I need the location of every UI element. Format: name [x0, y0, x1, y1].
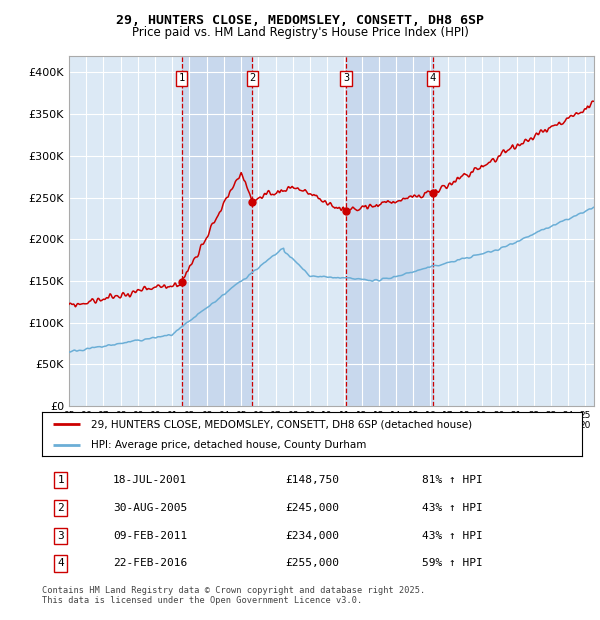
Text: 3: 3 — [343, 73, 349, 83]
Text: 1: 1 — [178, 73, 185, 83]
Bar — [182, 56, 253, 406]
Text: 18-JUL-2001: 18-JUL-2001 — [113, 475, 187, 485]
Text: 22-FEB-2016: 22-FEB-2016 — [113, 559, 187, 569]
Text: Price paid vs. HM Land Registry's House Price Index (HPI): Price paid vs. HM Land Registry's House … — [131, 26, 469, 39]
Text: £234,000: £234,000 — [285, 531, 339, 541]
Text: £255,000: £255,000 — [285, 559, 339, 569]
Text: 4: 4 — [430, 73, 436, 83]
Text: 3: 3 — [58, 531, 64, 541]
Text: £148,750: £148,750 — [285, 475, 339, 485]
Text: 2: 2 — [250, 73, 256, 83]
Text: 43% ↑ HPI: 43% ↑ HPI — [422, 503, 483, 513]
Text: 1: 1 — [58, 475, 64, 485]
Text: HPI: Average price, detached house, County Durham: HPI: Average price, detached house, Coun… — [91, 440, 366, 450]
Text: 30-AUG-2005: 30-AUG-2005 — [113, 503, 187, 513]
Text: £245,000: £245,000 — [285, 503, 339, 513]
Text: 81% ↑ HPI: 81% ↑ HPI — [422, 475, 483, 485]
Text: 4: 4 — [58, 559, 64, 569]
Text: 43% ↑ HPI: 43% ↑ HPI — [422, 531, 483, 541]
Text: 59% ↑ HPI: 59% ↑ HPI — [422, 559, 483, 569]
Text: 29, HUNTERS CLOSE, MEDOMSLEY, CONSETT, DH8 6SP: 29, HUNTERS CLOSE, MEDOMSLEY, CONSETT, D… — [116, 14, 484, 27]
Text: 29, HUNTERS CLOSE, MEDOMSLEY, CONSETT, DH8 6SP (detached house): 29, HUNTERS CLOSE, MEDOMSLEY, CONSETT, D… — [91, 420, 472, 430]
Text: 2: 2 — [58, 503, 64, 513]
Text: 09-FEB-2011: 09-FEB-2011 — [113, 531, 187, 541]
Bar — [346, 56, 433, 406]
Text: Contains HM Land Registry data © Crown copyright and database right 2025.
This d: Contains HM Land Registry data © Crown c… — [42, 586, 425, 605]
